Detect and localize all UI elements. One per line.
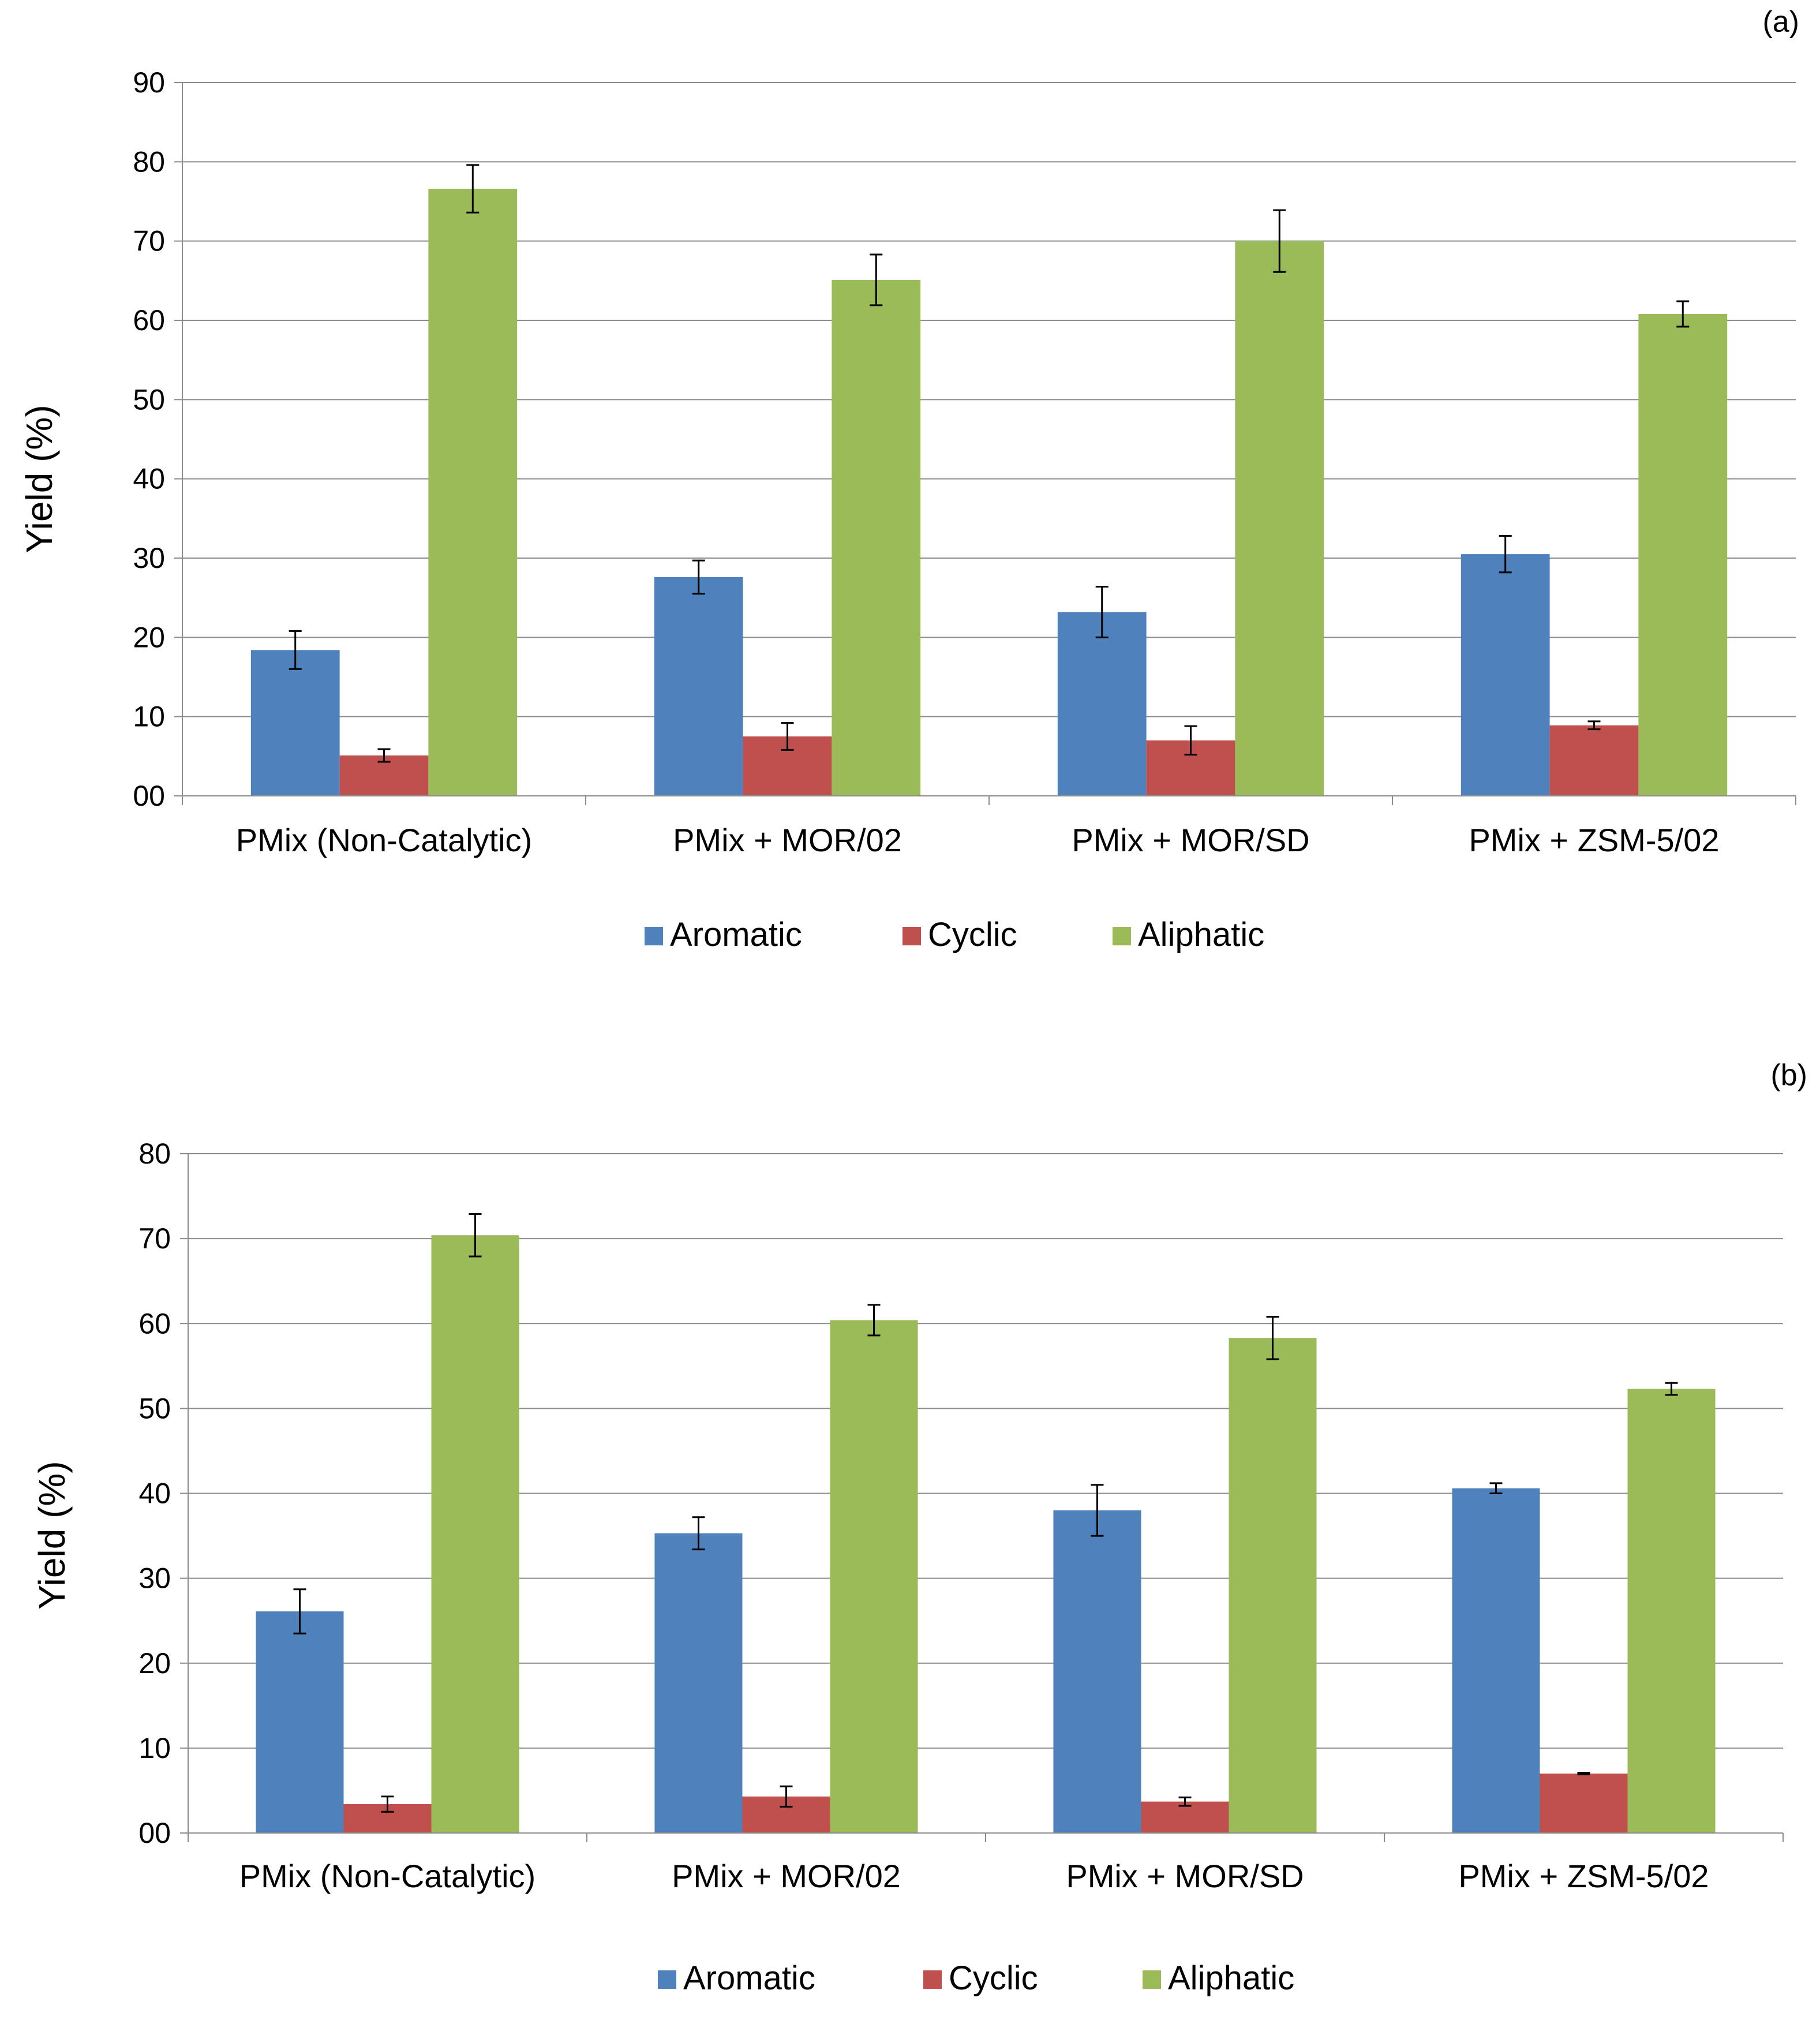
y-tick-label: 50	[133, 383, 165, 416]
y-tick-label: 80	[133, 145, 165, 178]
legend-swatch-aliphatic	[1113, 927, 1131, 945]
bar-cyclic-pmix-zsm-5-02	[1540, 1774, 1628, 1833]
legend-swatch-aromatic	[645, 927, 663, 945]
legend-label-aromatic: Aromatic	[670, 916, 802, 953]
chart-panel-a: 00 10 20 30 40 50 60 70 80 90 PMix (Non-Catalytic)…	[18, 5, 1799, 953]
y-axis-title: Yield (%)	[18, 405, 60, 553]
legend: Aromatic Cyclic Aliphatic	[645, 916, 1264, 953]
x-category-label: PMix (Non-Catalytic)	[239, 1858, 535, 1894]
y-tick-label: 20	[133, 621, 165, 653]
y-tick-label: 60	[138, 1307, 171, 1340]
y-tick-label: 10	[138, 1732, 171, 1764]
bar-aliphatic-pmix-non-catalytic	[431, 1235, 519, 1833]
y-tick-label: 90	[133, 66, 165, 99]
legend-swatch-aromatic	[658, 1970, 676, 1989]
bar-aliphatic-pmix-non-catalytic	[428, 189, 518, 796]
x-category-label: PMix + MOR/02	[672, 1858, 901, 1894]
y-tick-label: 20	[138, 1647, 171, 1679]
y-tick-label: 10	[133, 701, 165, 733]
legend-swatch-cyclic	[902, 927, 921, 945]
bar-aromatic-pmix-mor-02	[654, 577, 743, 796]
x-category-label: PMix + MOR/SD	[1066, 1858, 1304, 1894]
panel-label: (a)	[1762, 5, 1799, 39]
bar-aromatic-pmix-mor-02	[654, 1533, 743, 1833]
y-tick-label: 40	[138, 1477, 171, 1510]
bar-aromatic-pmix-zsm-5-02	[1461, 554, 1550, 796]
legend-swatch-cyclic	[923, 1970, 942, 1989]
y-tick-label: 70	[138, 1222, 171, 1255]
y-tick-label: 00	[133, 780, 165, 812]
bar-aromatic-pmix-non-catalytic	[250, 650, 340, 796]
legend-label-cyclic: Cyclic	[928, 916, 1017, 953]
y-tick-label: 00	[138, 1817, 171, 1849]
bar-cyclic-pmix-mor-sd	[1141, 1801, 1229, 1833]
bar-cyclic-pmix-zsm-5-02	[1549, 725, 1639, 796]
y-tick-label: 70	[133, 225, 165, 257]
bar-aliphatic-pmix-mor-sd	[1235, 241, 1324, 796]
x-category-label: PMix + ZSM-5/02	[1458, 1858, 1709, 1894]
bar-aromatic-pmix-mor-sd	[1053, 1510, 1141, 1833]
bar-aromatic-pmix-mor-sd	[1057, 612, 1147, 796]
y-tick-label: 60	[133, 304, 165, 336]
bar-aliphatic-pmix-mor-02	[832, 279, 921, 796]
y-tick-label: 30	[138, 1562, 171, 1595]
x-category-label: PMix + MOR/02	[673, 822, 902, 858]
y-tick-label: 30	[133, 542, 165, 574]
legend-label-aliphatic: Aliphatic	[1138, 916, 1264, 953]
y-tick-label: 80	[138, 1138, 171, 1170]
y-tick-label: 40	[133, 463, 165, 495]
bar-aromatic-pmix-zsm-5-02	[1452, 1488, 1540, 1833]
legend: Aromatic Cyclic Aliphatic	[658, 1959, 1294, 1997]
x-category-label: PMix + MOR/SD	[1072, 822, 1309, 858]
legend-swatch-aliphatic	[1143, 1970, 1161, 1989]
bar-aliphatic-pmix-zsm-5-02	[1638, 314, 1728, 796]
y-tick-label: 50	[138, 1392, 171, 1424]
legend-label-aliphatic: Aliphatic	[1168, 1959, 1294, 1997]
legend-label-cyclic: Cyclic	[949, 1959, 1038, 1997]
x-category-label: PMix + ZSM-5/02	[1469, 822, 1719, 858]
y-axis-title: Yield (%)	[31, 1461, 73, 1609]
bar-aliphatic-pmix-mor-sd	[1229, 1338, 1317, 1833]
legend-label-aromatic: Aromatic	[683, 1959, 815, 1997]
chart-panel-b: 00 10 20 30 40 50 60 70 80 PMix (Non-Catalytic) PM…	[31, 1058, 1807, 1997]
x-category-label: PMix (Non-Catalytic)	[236, 822, 532, 858]
bar-aliphatic-pmix-mor-02	[830, 1320, 918, 1833]
panel-label: (b)	[1770, 1058, 1807, 1092]
bar-aliphatic-pmix-zsm-5-02	[1627, 1389, 1716, 1833]
bar-aromatic-pmix-non-catalytic	[256, 1611, 344, 1833]
